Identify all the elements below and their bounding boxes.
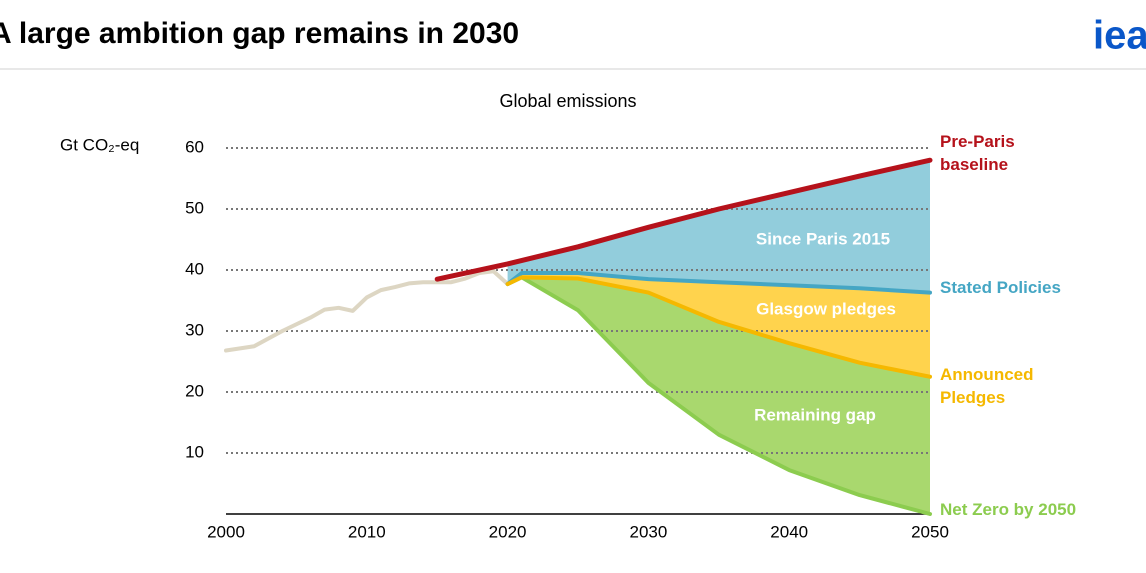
y-axis-label: Gt CO₂-eq	[60, 135, 139, 154]
series-label: Net Zero by 2050	[940, 500, 1077, 519]
area-label: Remaining gap	[754, 405, 876, 424]
x-tick-label: 2020	[489, 522, 527, 541]
y-tick-label: 20	[185, 381, 204, 400]
series-line	[434, 157, 933, 282]
gap-area	[507, 277, 930, 514]
y-tick-label: 60	[185, 137, 204, 156]
y-tick-label: 10	[185, 442, 204, 461]
page-title: A large ambition gap remains in 2030	[0, 17, 519, 50]
series-line	[505, 275, 932, 379]
series-label: Stated Policies	[940, 277, 1061, 297]
x-tick-label: 2010	[348, 522, 386, 541]
logo: iea	[1093, 14, 1146, 58]
series-line	[224, 269, 510, 353]
area-label: Glasgow pledges	[756, 299, 896, 318]
series-label: Announced Pledges	[940, 364, 1034, 407]
x-tick-label: 2030	[629, 522, 667, 541]
gap-area	[507, 160, 930, 293]
area-label: Since Paris 2015	[756, 229, 890, 248]
y-tick-label: 40	[185, 259, 204, 278]
x-tick-label: 2000	[207, 522, 245, 541]
y-tick-label: 30	[185, 320, 204, 339]
gap-area	[507, 273, 930, 377]
series-line	[505, 271, 932, 295]
series-label: Pre-Paris baseline	[940, 132, 1015, 175]
y-tick-label: 50	[185, 198, 204, 217]
x-tick-label: 2050	[911, 522, 949, 541]
series-line	[505, 275, 932, 516]
chart-title: Global emissions	[499, 91, 636, 111]
x-tick-label: 2040	[770, 522, 808, 541]
